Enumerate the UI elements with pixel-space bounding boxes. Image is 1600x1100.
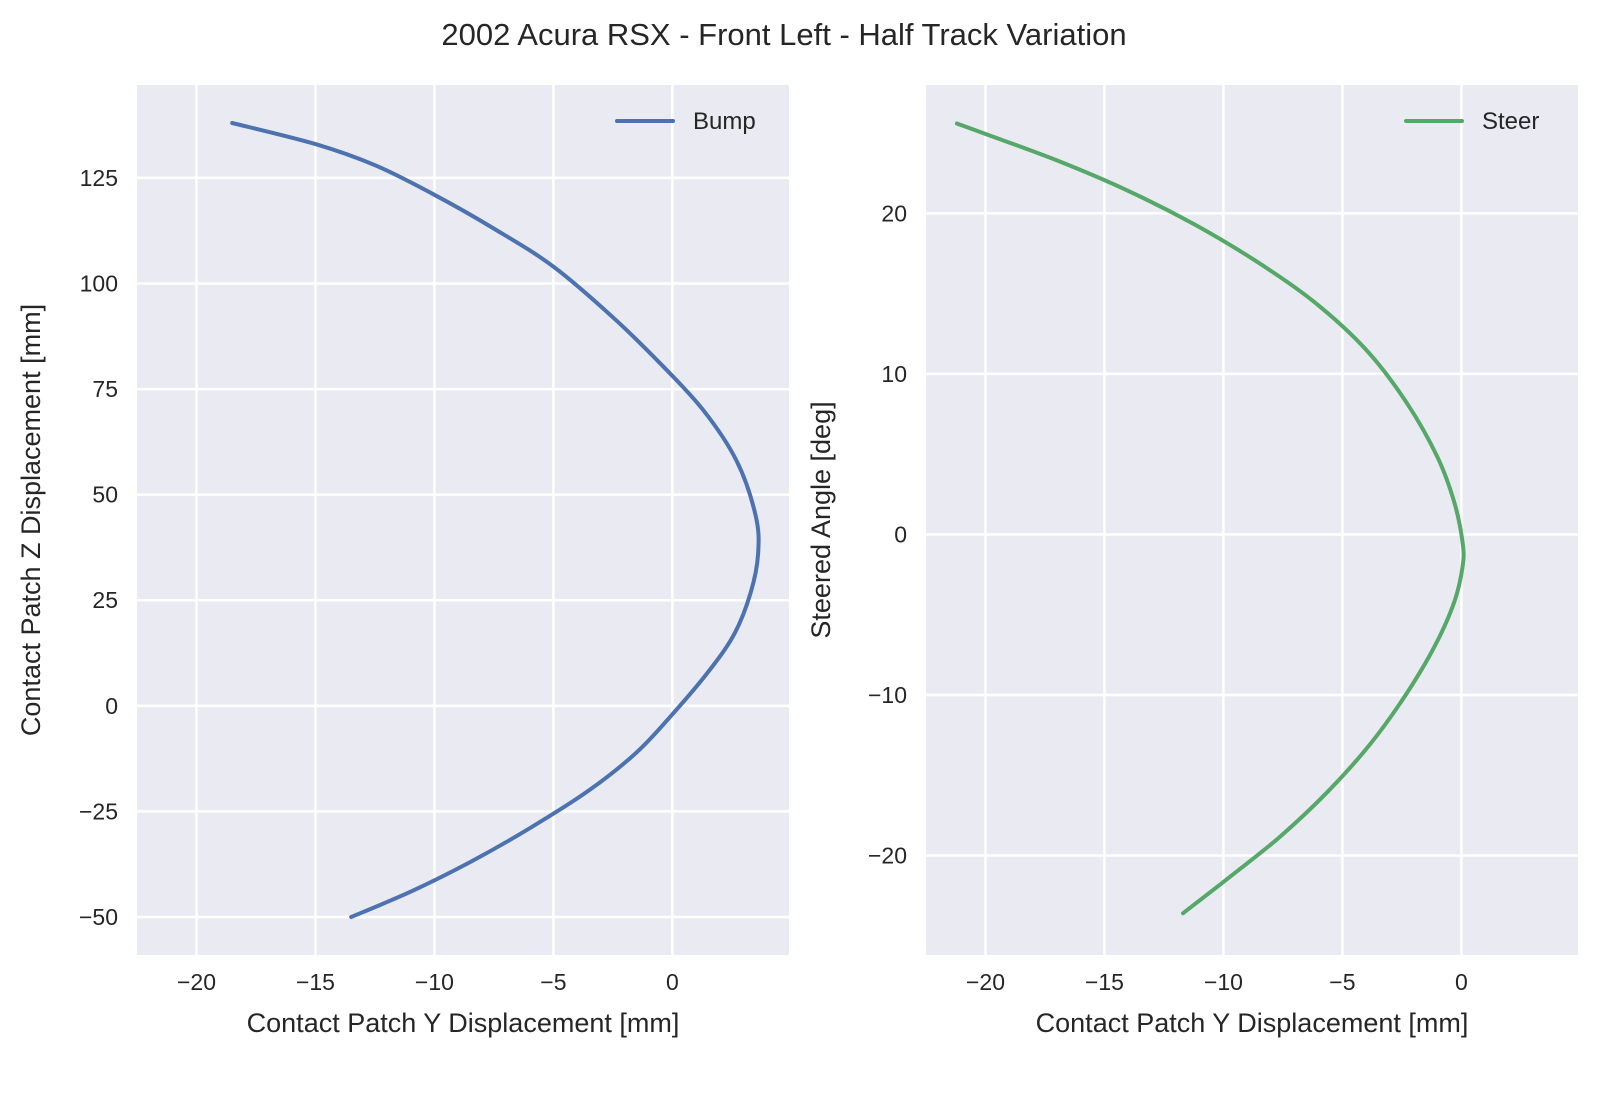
series-line-steer [954, 121, 1466, 916]
y-tick-label: −10 [868, 682, 907, 708]
x-tick-label: −15 [296, 969, 335, 995]
y-tick-label: 50 [92, 482, 118, 508]
x-tick-label: 0 [1455, 969, 1468, 995]
y-tick-label: 25 [92, 587, 118, 613]
y-tick-label: 75 [92, 376, 118, 402]
y-tick-label: −25 [79, 798, 118, 824]
plot-background [926, 85, 1578, 955]
x-axis-label: Contact Patch Y Displacement [mm] [1036, 1008, 1469, 1038]
y-tick-label: 10 [881, 361, 907, 387]
x-tick-label: −5 [1329, 969, 1355, 995]
y-tick-label: 0 [894, 521, 907, 547]
y-tick-label: −50 [79, 904, 118, 930]
y-tick-label: −20 [868, 842, 907, 868]
series-line-bump [230, 121, 761, 919]
x-tick-label: −15 [1085, 969, 1124, 995]
x-tick-label: −20 [177, 969, 216, 995]
x-tick-label: −5 [540, 969, 566, 995]
y-axis-label: Steered Angle [deg] [806, 401, 836, 638]
plot-background [137, 85, 789, 955]
legend-label-bump: Bump [693, 108, 756, 135]
y-tick-label: 20 [881, 200, 907, 226]
y-tick-label: 100 [80, 270, 118, 296]
y-tick-label: 0 [105, 693, 118, 719]
y-tick-label: 125 [80, 165, 118, 191]
y-axis-label: Contact Patch Z Displacement [mm] [16, 304, 46, 736]
x-tick-label: −20 [966, 969, 1005, 995]
subplot-2: −20 −15 −10 −5 0 −20 −10 0 10 20 Contact Patch Y D… [806, 85, 1578, 1038]
legend-label-steer: Steer [1482, 108, 1539, 135]
figure-title: 2002 Acura RSX - Front Left - Half Track… [441, 17, 1126, 52]
x-axis-label: Contact Patch Y Displacement [mm] [247, 1008, 680, 1038]
x-tick-label: 0 [666, 969, 679, 995]
x-tick-label: −10 [1204, 969, 1243, 995]
x-tick-label: −10 [415, 969, 454, 995]
